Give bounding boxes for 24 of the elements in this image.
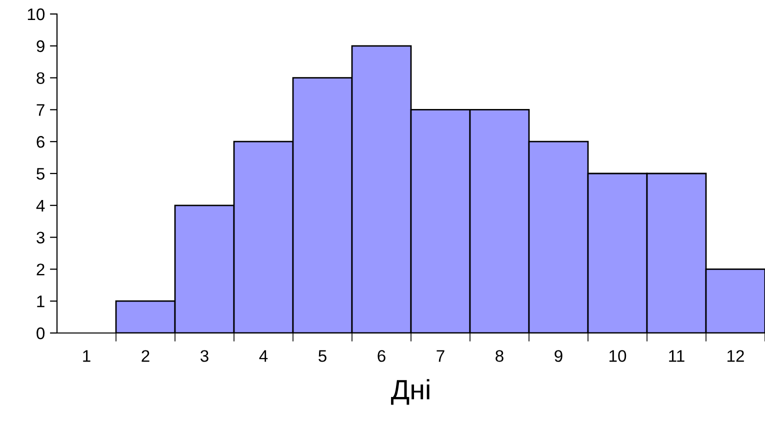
y-tick-label: 6 [36,136,44,148]
y-tick-label: 0 [36,327,45,340]
y-tick-label: 4 [36,200,45,212]
y-tick-label: 9 [36,40,44,52]
y-tick-label: 2 [36,264,44,276]
x-axis-title: Дні [391,379,430,405]
y-tick-label: 10 [28,8,45,20]
x-tick-label: 10 [610,350,626,362]
x-tick-label: 5 [318,350,326,362]
x-tick-label: 4 [259,350,268,362]
x-tick-label: 11 [669,350,684,362]
x-tick-label: 7 [436,350,444,362]
y-tick-label: 7 [36,104,44,116]
x-tick-label: 8 [496,350,504,362]
y-tick-label: 8 [36,72,44,84]
x-tick-label: 9 [554,350,562,362]
y-tick-label: 3 [36,232,44,244]
x-tick-label: 6 [378,350,386,362]
y-tick-label: 5 [36,168,44,180]
x-tick-label: 12 [728,350,744,362]
y-tick-label: 1 [37,296,44,308]
x-tick-label: 3 [200,350,208,362]
x-tick-label: 1 [83,350,90,362]
x-tick-label: 2 [142,350,150,362]
